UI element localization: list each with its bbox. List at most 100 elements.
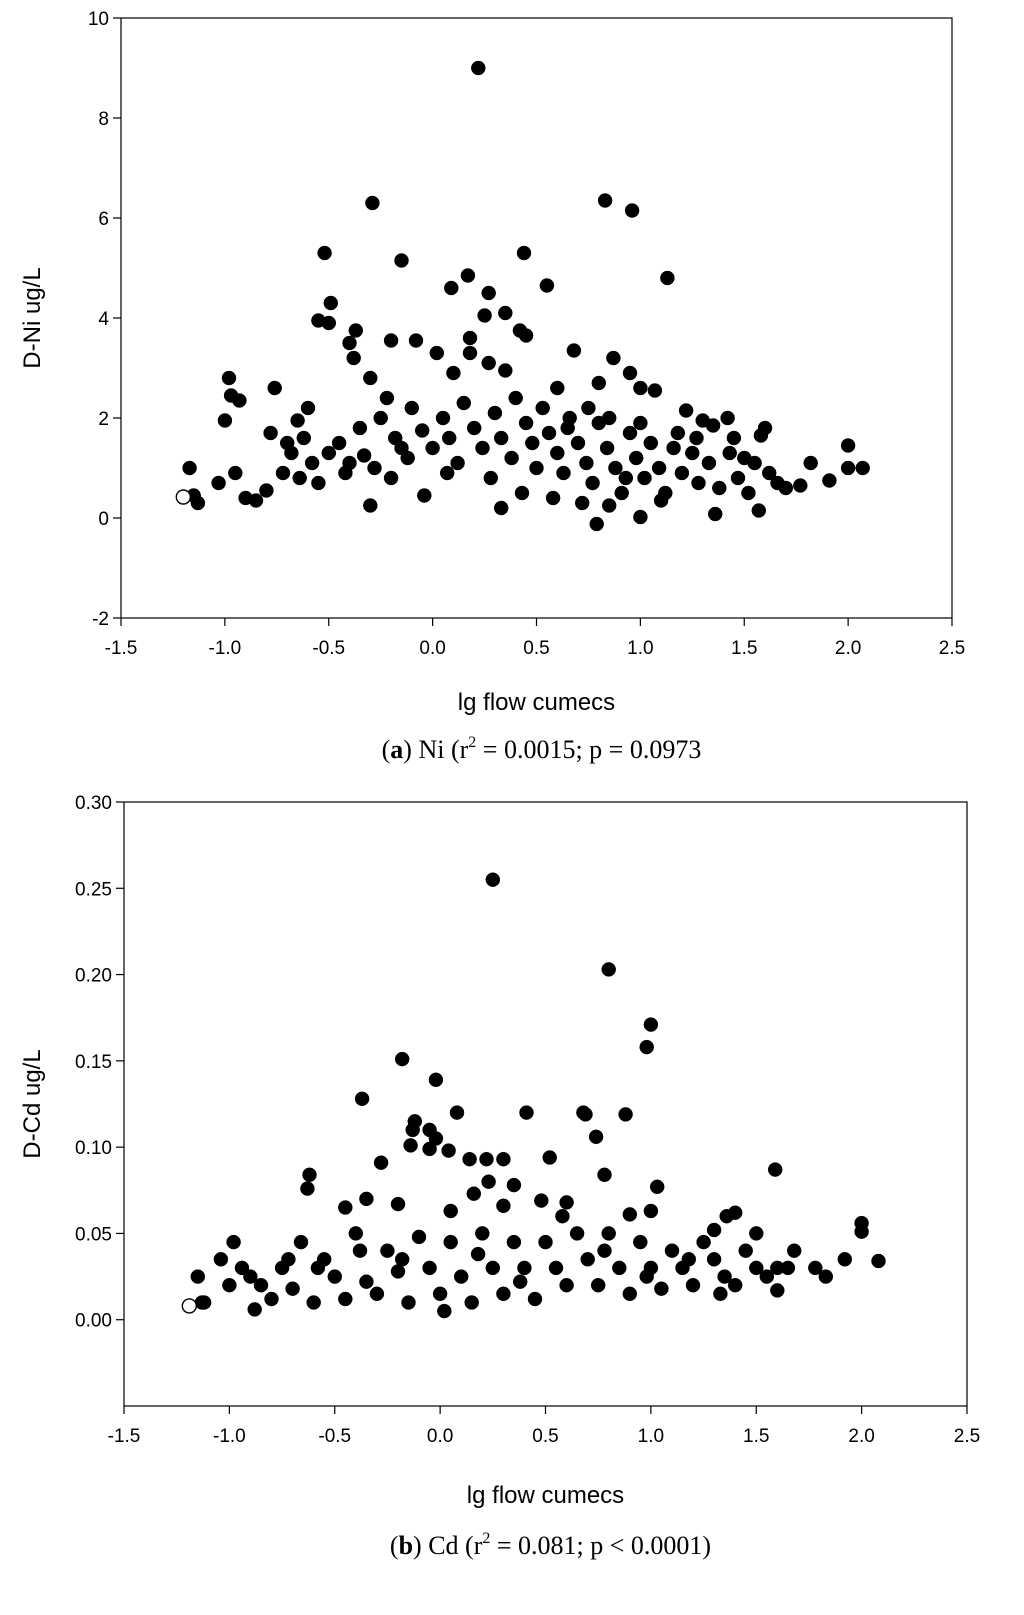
data-point — [485, 1260, 501, 1276]
data-point — [643, 435, 659, 451]
data-point — [580, 1252, 595, 1267]
ni-scatter-chart: -1.5 -1.0 -0.5 0.0 0.5 1.0 1.5 2.0 2.5 -2 0 2 4 6 8 10 l… — [19, 9, 965, 764]
data-point — [306, 1295, 321, 1310]
data-point — [263, 425, 278, 441]
data-point — [614, 485, 629, 501]
y-tick-label: 6 — [98, 209, 109, 230]
data-point — [222, 1277, 237, 1293]
data-point — [292, 470, 307, 486]
data-point — [414, 423, 430, 438]
data-point — [601, 498, 617, 513]
data-point — [470, 1246, 486, 1262]
data-point — [538, 1234, 553, 1250]
data-point — [519, 1105, 534, 1120]
x-axis-label: lg flow cumecs — [458, 689, 615, 716]
data-point — [253, 1277, 269, 1293]
data-point — [369, 1286, 385, 1302]
data-point — [651, 460, 667, 476]
open-data-point — [181, 1298, 198, 1314]
y-tick-label: 10 — [88, 9, 109, 30]
data-point — [304, 455, 320, 471]
data-point — [493, 500, 509, 516]
data-point — [275, 465, 291, 481]
data-point — [243, 1269, 258, 1284]
data-point — [717, 1269, 732, 1284]
x-tick-label: -0.5 — [318, 1426, 351, 1447]
data-point — [633, 509, 648, 525]
data-point — [637, 470, 652, 486]
data-point — [248, 493, 264, 508]
data-point — [401, 1295, 416, 1310]
y-tick-label: 2 — [98, 409, 109, 430]
data-point — [302, 1167, 317, 1183]
data-point — [285, 1281, 300, 1296]
data-point — [403, 1138, 418, 1153]
x-tick-label: 0.0 — [419, 638, 445, 659]
data-point — [404, 400, 420, 416]
x-tick-label: 2.0 — [835, 638, 861, 659]
data-point — [514, 485, 530, 501]
x-tick-label: 1.5 — [731, 638, 757, 659]
x-tick-label: 1.0 — [638, 1426, 664, 1447]
data-point — [422, 1141, 437, 1157]
data-point — [726, 430, 742, 446]
data-point — [443, 1234, 458, 1250]
data-point — [566, 343, 582, 358]
data-point — [653, 493, 669, 508]
data-point — [535, 400, 550, 416]
data-point — [439, 465, 455, 481]
data-point — [281, 1252, 296, 1267]
data-point — [483, 470, 499, 486]
data-point — [264, 1291, 279, 1307]
x-tick-label: 0.5 — [523, 638, 549, 659]
panel-caption: (a) Ni (r2 = 0.0015; p = 0.0973 — [382, 734, 702, 764]
data-point — [217, 413, 233, 428]
data-point — [321, 315, 337, 331]
caption-element: Cd (r — [422, 1531, 483, 1560]
data-point — [508, 390, 523, 406]
data-point — [429, 345, 445, 361]
data-point — [722, 445, 737, 461]
data-point — [498, 305, 513, 321]
data-point — [674, 465, 690, 481]
data-point — [608, 460, 623, 476]
data-point — [383, 333, 399, 348]
data-point — [310, 1260, 326, 1276]
data-point — [267, 380, 282, 396]
x-tick-label: 0.5 — [532, 1426, 558, 1447]
data-point — [394, 1051, 410, 1067]
data-point — [213, 1252, 229, 1267]
data-point — [380, 1243, 395, 1258]
data-point — [456, 395, 472, 411]
data-points — [175, 60, 870, 532]
data-point — [296, 430, 312, 446]
data-point — [449, 1105, 465, 1120]
data-point — [601, 410, 617, 426]
data-point — [498, 363, 513, 378]
data-point — [471, 60, 486, 76]
data-point — [518, 328, 534, 343]
data-point — [300, 1181, 315, 1196]
data-point — [496, 1198, 511, 1214]
data-point — [685, 445, 700, 461]
data-point — [311, 475, 326, 491]
data-point — [383, 470, 399, 486]
x-tick-label: -1.0 — [213, 1426, 246, 1447]
data-point — [517, 1260, 532, 1276]
data-point — [633, 1234, 648, 1250]
data-point — [601, 962, 616, 977]
x-axis-label: lg flow cumecs — [467, 1482, 624, 1509]
y-tick-label: 0.05 — [75, 1224, 112, 1245]
data-point — [338, 1291, 353, 1307]
data-point — [232, 393, 247, 408]
data-point — [622, 1207, 638, 1222]
data-point — [342, 335, 357, 351]
data-point — [518, 415, 534, 431]
data-point — [753, 428, 769, 443]
data-point — [639, 1039, 654, 1055]
data-point — [487, 405, 503, 421]
data-point — [818, 1269, 834, 1284]
data-point — [712, 480, 727, 496]
data-point — [727, 1277, 743, 1293]
data-point — [516, 245, 532, 261]
